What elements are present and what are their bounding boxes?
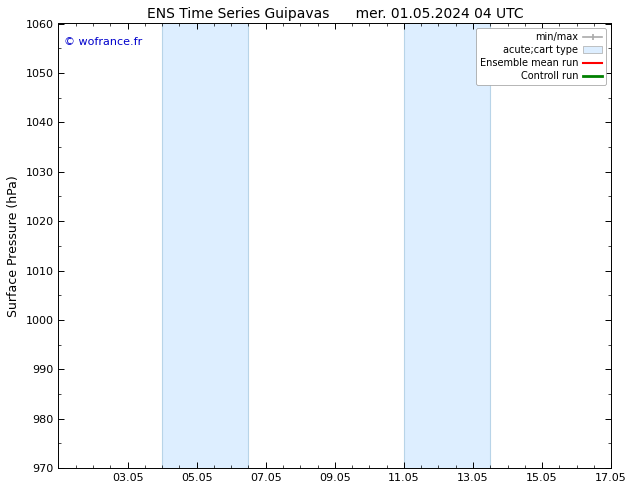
Title: ENS Time Series Guipavas      mer. 01.05.2024 04 UTC: ENS Time Series Guipavas mer. 01.05.2024… bbox=[146, 7, 523, 21]
Bar bbox=[404, 24, 490, 468]
Y-axis label: Surface Pressure (hPa): Surface Pressure (hPa) bbox=[7, 175, 20, 317]
Text: © wofrance.fr: © wofrance.fr bbox=[64, 37, 142, 47]
Bar bbox=[162, 24, 249, 468]
Legend: min/max, acute;cart type, Ensemble mean run, Controll run: min/max, acute;cart type, Ensemble mean … bbox=[476, 28, 606, 85]
